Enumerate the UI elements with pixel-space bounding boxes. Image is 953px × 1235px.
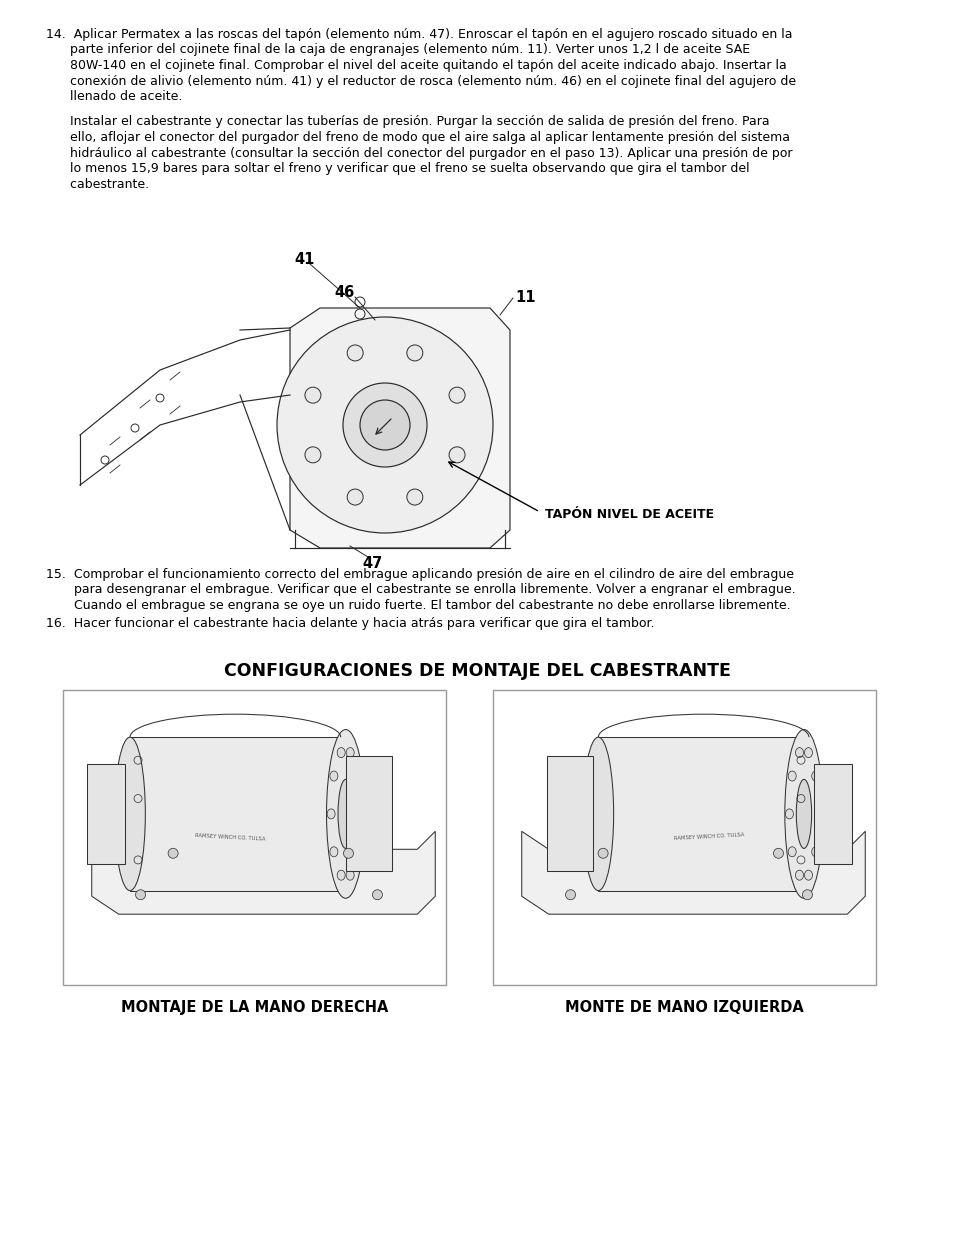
- Ellipse shape: [795, 871, 802, 881]
- Text: MONTE DE MANO IZQUIERDA: MONTE DE MANO IZQUIERDA: [564, 1000, 803, 1015]
- Text: TAPÓN NIVEL DE ACEITE: TAPÓN NIVEL DE ACEITE: [544, 508, 714, 521]
- Ellipse shape: [337, 779, 353, 848]
- Circle shape: [449, 447, 464, 463]
- Polygon shape: [91, 831, 435, 914]
- Circle shape: [359, 400, 410, 450]
- Ellipse shape: [796, 779, 811, 848]
- Circle shape: [406, 345, 422, 361]
- Circle shape: [598, 848, 607, 858]
- Text: 11: 11: [515, 290, 535, 305]
- Bar: [87, 764, 125, 863]
- Text: cabestrante.: cabestrante.: [46, 178, 149, 190]
- Ellipse shape: [803, 747, 812, 757]
- Ellipse shape: [327, 809, 335, 819]
- Ellipse shape: [355, 809, 364, 819]
- Circle shape: [372, 889, 382, 900]
- Ellipse shape: [814, 809, 821, 819]
- Circle shape: [801, 889, 812, 900]
- Text: lo menos 15,9 bares para soltar el freno y verificar que el freno se suelta obse: lo menos 15,9 bares para soltar el freno…: [46, 162, 749, 175]
- Ellipse shape: [787, 771, 796, 781]
- Polygon shape: [521, 831, 864, 914]
- Text: 47: 47: [362, 556, 383, 571]
- Text: para desengranar el embrague. Verificar que el cabestrante se enrolla libremente: para desengranar el embrague. Verificar …: [46, 583, 795, 597]
- Circle shape: [347, 345, 363, 361]
- Ellipse shape: [336, 747, 345, 757]
- Bar: [598, 737, 808, 890]
- Ellipse shape: [346, 871, 354, 881]
- Circle shape: [168, 848, 178, 858]
- Bar: [813, 764, 851, 863]
- Text: 46: 46: [335, 285, 355, 300]
- Bar: [493, 690, 875, 986]
- Ellipse shape: [330, 847, 337, 857]
- Circle shape: [565, 889, 575, 900]
- Text: 80W-140 en el cojinete final. Comprobar el nivel del aceite quitando el tapón de: 80W-140 en el cojinete final. Comprobar …: [46, 59, 786, 72]
- Ellipse shape: [353, 847, 361, 857]
- Text: parte inferior del cojinete final de la caja de engranajes (elemento núm. 11). V: parte inferior del cojinete final de la …: [46, 43, 749, 57]
- Ellipse shape: [326, 730, 364, 898]
- Text: Instalar el cabestrante y conectar las tuberías de presión. Purgar la sección de: Instalar el cabestrante y conectar las t…: [46, 116, 769, 128]
- Text: 15.  Comprobar el funcionamiento correcto del embrague aplicando presión de aire: 15. Comprobar el funcionamiento correcto…: [46, 568, 793, 580]
- Circle shape: [276, 317, 493, 534]
- Ellipse shape: [336, 871, 345, 881]
- Text: 41: 41: [294, 252, 314, 267]
- Text: MONTAJE DE LA MANO DERECHA: MONTAJE DE LA MANO DERECHA: [121, 1000, 388, 1015]
- Circle shape: [449, 387, 464, 403]
- Text: conexión de alivio (elemento núm. 41) y el reductor de rosca (elemento núm. 46) : conexión de alivio (elemento núm. 41) y …: [46, 74, 796, 88]
- Bar: [130, 737, 340, 890]
- Text: llenado de aceite.: llenado de aceite.: [46, 90, 182, 103]
- Text: hidráulico al cabestrante (consultar la sección del conector del purgador en el : hidráulico al cabestrante (consultar la …: [46, 147, 792, 159]
- Text: ello, aflojar el conector del purgador del freno de modo que el aire salga al ap: ello, aflojar el conector del purgador d…: [46, 131, 789, 144]
- Bar: [63, 690, 446, 986]
- Bar: [547, 756, 593, 872]
- Polygon shape: [290, 308, 510, 548]
- Text: CONFIGURACIONES DE MONTAJE DEL CABESTRANTE: CONFIGURACIONES DE MONTAJE DEL CABESTRAN…: [223, 662, 730, 680]
- Text: Cuando el embrague se engrana se oye un ruido fuerte. El tambor del cabestrante : Cuando el embrague se engrana se oye un …: [46, 599, 790, 613]
- Text: RAMSEY WINCH CO. TULSA: RAMSEY WINCH CO. TULSA: [194, 832, 265, 841]
- Ellipse shape: [330, 771, 337, 781]
- Ellipse shape: [582, 737, 613, 890]
- Circle shape: [347, 489, 363, 505]
- Circle shape: [343, 383, 427, 467]
- Circle shape: [305, 447, 320, 463]
- Ellipse shape: [803, 871, 812, 881]
- Circle shape: [343, 848, 354, 858]
- Ellipse shape: [784, 730, 822, 898]
- Text: 16.  Hacer funcionar el cabestrante hacia delante y hacia atrás para verificar q: 16. Hacer funcionar el cabestrante hacia…: [46, 616, 654, 630]
- Ellipse shape: [346, 747, 354, 757]
- Ellipse shape: [811, 771, 819, 781]
- Text: 14.  Aplicar Permatex a las roscas del tapón (elemento núm. 47). Enroscar el tap: 14. Aplicar Permatex a las roscas del ta…: [46, 28, 792, 41]
- Circle shape: [135, 889, 146, 900]
- Ellipse shape: [114, 737, 145, 890]
- Bar: [345, 756, 392, 872]
- Ellipse shape: [795, 747, 802, 757]
- Text: RAMSEY WINCH CO. TULSA: RAMSEY WINCH CO. TULSA: [673, 832, 743, 841]
- Circle shape: [305, 387, 320, 403]
- Circle shape: [773, 848, 782, 858]
- Ellipse shape: [787, 847, 796, 857]
- Ellipse shape: [811, 847, 819, 857]
- Circle shape: [406, 489, 422, 505]
- Ellipse shape: [784, 809, 793, 819]
- Ellipse shape: [353, 771, 361, 781]
